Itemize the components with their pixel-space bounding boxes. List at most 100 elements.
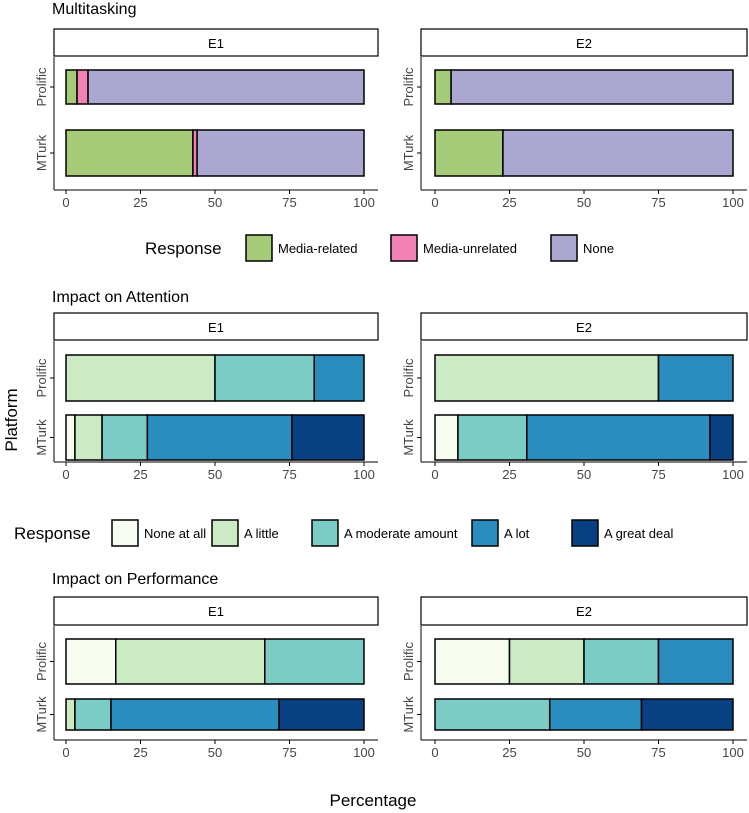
bar-segment-a-lot <box>657 638 734 685</box>
bar-segment-a-lot <box>146 414 293 461</box>
bar-segment-a-little <box>434 354 660 402</box>
legend-title: Response <box>14 524 91 543</box>
bar-segment-a-moderate-amount <box>434 698 551 731</box>
bar-segment-none <box>450 69 734 105</box>
bar-segment-a-lot <box>548 698 643 731</box>
x-tick-label: 75 <box>282 195 296 210</box>
bar-segment-a-lot <box>313 354 365 402</box>
legend-label: None <box>583 241 614 256</box>
bar-segment-none <box>196 129 365 177</box>
y-axis-label: Platform <box>2 388 21 451</box>
facet-label: E2 <box>576 36 592 51</box>
y-tick-label: Prolific <box>401 358 416 398</box>
legend-label: A moderate amount <box>344 526 458 541</box>
x-tick-label: 25 <box>502 467 516 482</box>
facet-strip <box>53 312 379 341</box>
x-tick-label: 0 <box>62 467 69 482</box>
bar-segment-a-moderate-amount <box>457 414 528 461</box>
x-tick-label: 50 <box>577 745 591 760</box>
legend-title: Response <box>145 239 222 258</box>
legend-swatch <box>471 519 499 547</box>
legend-label: Media-related <box>278 241 358 256</box>
bar-segment-media-related <box>65 129 194 177</box>
bar-segment-a-moderate-amount <box>264 638 365 685</box>
y-tick-label: MTurk <box>401 134 416 171</box>
bar-segment-a-little <box>65 354 216 402</box>
y-tick-label: MTurk <box>34 696 49 733</box>
x-tick-label: 75 <box>651 195 665 210</box>
x-tick-label: 0 <box>431 467 438 482</box>
bar-segment-none <box>87 69 365 105</box>
x-tick-label: 0 <box>431 745 438 760</box>
x-tick-label: 75 <box>282 467 296 482</box>
x-tick-label: 100 <box>722 195 744 210</box>
legend-label: None at all <box>144 526 206 541</box>
x-axis-label: Percentage <box>330 791 417 810</box>
x-tick-label: 50 <box>577 195 591 210</box>
bar-segment-none-at-all <box>434 638 511 685</box>
x-tick-label: 0 <box>62 745 69 760</box>
y-tick-label: Prolific <box>34 67 49 107</box>
y-tick-label: MTurk <box>401 419 416 456</box>
bar-segment-media-related <box>434 69 452 105</box>
bar-segment-a-great-deal <box>709 414 734 461</box>
bar-segment-none <box>502 129 734 177</box>
x-tick-label: 75 <box>651 745 665 760</box>
bar-segment-none-at-all <box>65 638 117 685</box>
facet-strip <box>53 596 379 626</box>
facet-strip <box>420 28 748 57</box>
bar-segment-a-great-deal <box>640 698 734 731</box>
x-tick-label: 100 <box>722 745 744 760</box>
x-tick-label: 75 <box>651 467 665 482</box>
x-tick-label: 25 <box>133 745 147 760</box>
legend-swatch <box>245 234 273 262</box>
legend-swatch <box>111 519 139 547</box>
facet-label: E2 <box>576 320 592 335</box>
facet-label: E1 <box>208 36 224 51</box>
bar-segment-a-great-deal <box>278 698 365 731</box>
facet-strip <box>420 596 748 626</box>
bar-segment-media-related <box>65 69 78 105</box>
x-tick-label: 25 <box>133 467 147 482</box>
x-tick-label: 50 <box>577 467 591 482</box>
y-tick-label: Prolific <box>401 67 416 107</box>
y-tick-label: Prolific <box>401 642 416 682</box>
bar-segment-a-lot <box>657 354 734 402</box>
bar-segment-media-unrelated <box>76 69 89 105</box>
legend-label: A little <box>244 526 279 541</box>
bar-segment-a-little <box>115 638 266 685</box>
chart-title: Multitasking <box>52 1 136 18</box>
x-tick-label: 75 <box>282 745 296 760</box>
bar-segment-a-lot <box>110 698 280 731</box>
facet-label: E1 <box>208 604 224 619</box>
bar-segment-media-related <box>434 129 504 177</box>
bar-segment-none-at-all <box>434 414 459 461</box>
x-tick-label: 50 <box>208 467 222 482</box>
x-tick-label: 0 <box>431 195 438 210</box>
legend-label: Media-unrelated <box>423 241 517 256</box>
chart-title: Impact on Performance <box>52 571 218 588</box>
bar-segment-a-moderate-amount <box>583 638 660 685</box>
bar-segment-none-at-all <box>65 414 76 461</box>
x-tick-label: 0 <box>62 195 69 210</box>
y-tick-label: MTurk <box>34 419 49 456</box>
facet-strip <box>420 312 748 341</box>
facet-label: E2 <box>576 604 592 619</box>
x-tick-label: 25 <box>133 195 147 210</box>
x-tick-label: 50 <box>208 195 222 210</box>
x-tick-label: 25 <box>502 195 516 210</box>
y-tick-label: Prolific <box>34 642 49 682</box>
y-tick-label: MTurk <box>401 696 416 733</box>
bar-segment-a-great-deal <box>291 414 365 461</box>
x-tick-label: 100 <box>353 195 375 210</box>
bar-segment-a-little <box>65 698 76 731</box>
legend-label: A lot <box>504 526 530 541</box>
bar-segment-a-moderate-amount <box>214 354 315 402</box>
legend-swatch <box>390 234 418 262</box>
legend-swatch <box>550 234 578 262</box>
x-tick-label: 50 <box>208 745 222 760</box>
y-tick-label: Prolific <box>34 358 49 398</box>
legend-label: A great deal <box>604 526 673 541</box>
x-tick-label: 100 <box>722 467 744 482</box>
bar-segment-a-little <box>74 414 103 461</box>
